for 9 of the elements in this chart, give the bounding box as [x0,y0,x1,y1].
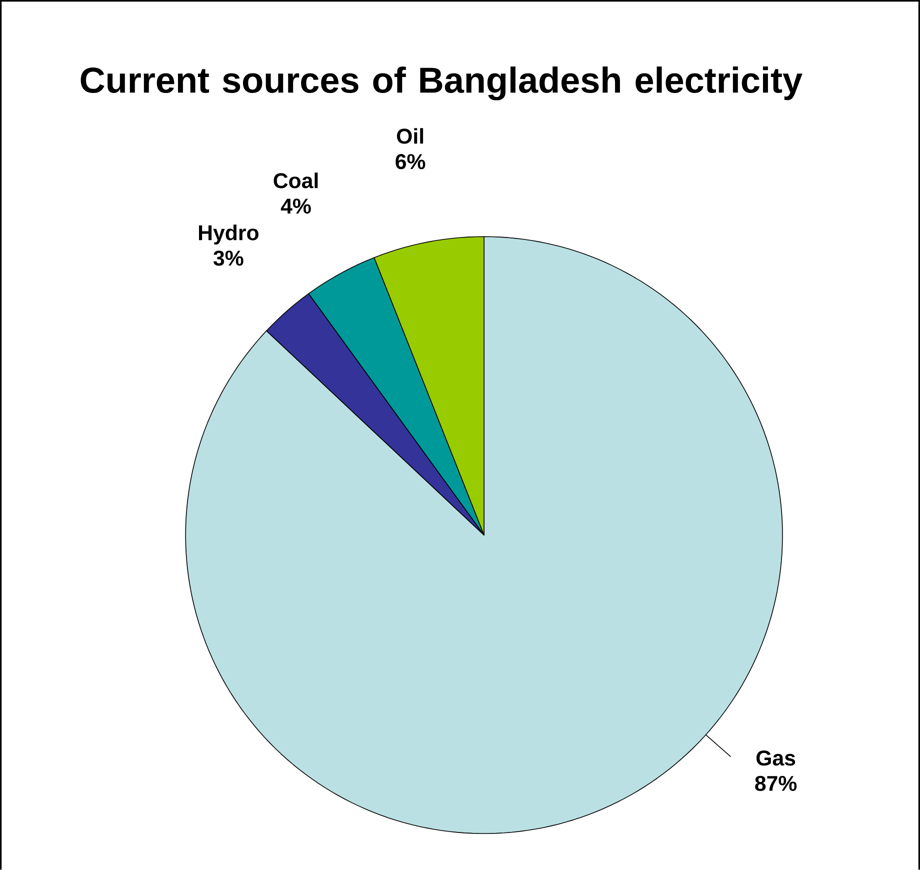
data-label: 3% [213,250,244,266]
slice-label: Coal [274,172,318,188]
slice-label: Hydro [199,224,258,244]
chart-title: Current sources of Bangladesh electricity [80,66,802,100]
data-label: 6% [396,154,426,169]
data-label: 4% [280,198,311,214]
slice-label: Oil [396,128,424,144]
legend-label: Gas [756,750,796,766]
data-label: 87% [755,776,797,791]
